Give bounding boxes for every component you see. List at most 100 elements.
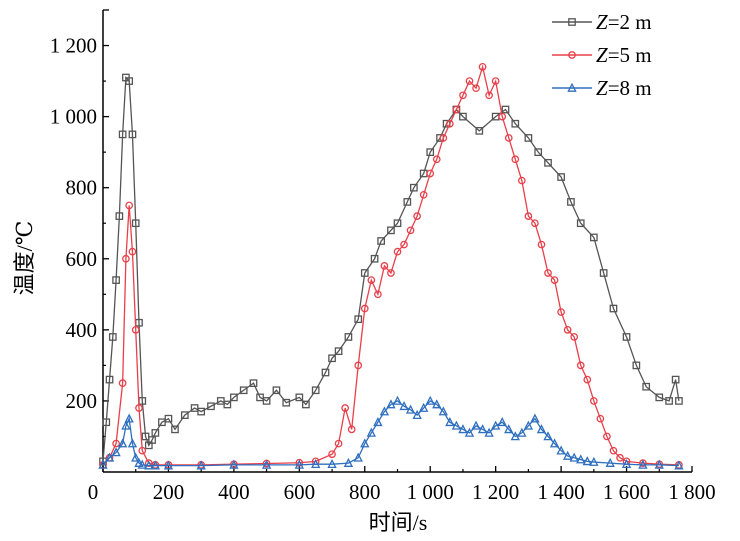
data-point (112, 276, 120, 284)
data-point (393, 247, 402, 256)
data-point (465, 77, 474, 85)
data-point (379, 406, 390, 416)
data-point (131, 219, 140, 228)
data-point (124, 413, 134, 423)
data-point (128, 247, 137, 256)
y-tick-label: 600 (66, 247, 98, 271)
data-point (576, 361, 585, 370)
legend-value: =5 m (608, 43, 652, 67)
data-point (459, 91, 467, 100)
data-point (163, 460, 174, 470)
data-point (557, 173, 565, 181)
data-point (472, 84, 480, 93)
data-point (311, 458, 321, 469)
data-point (406, 226, 415, 235)
data-point (523, 420, 534, 430)
series-line (102, 400, 679, 467)
data-point (230, 393, 238, 402)
data-point (354, 361, 363, 370)
data-point (102, 418, 111, 427)
data-point (510, 431, 520, 441)
data-point (354, 315, 363, 324)
data-point (504, 424, 514, 434)
x-tick-label: 1 200 (472, 480, 519, 504)
data-point (131, 325, 140, 334)
data-point (534, 148, 543, 157)
data-point (343, 457, 354, 467)
data-point (504, 134, 513, 142)
data-point (603, 432, 611, 441)
data-point (616, 453, 624, 462)
data-point (675, 397, 683, 405)
data-point (262, 397, 271, 405)
data-point (596, 414, 605, 423)
data-point (196, 460, 206, 470)
data-point (223, 400, 232, 409)
data-point (498, 112, 507, 121)
data-point (557, 308, 565, 316)
data-point (112, 439, 120, 448)
data-point (452, 105, 461, 114)
data-point (387, 269, 395, 277)
y-tick-label: 200 (66, 389, 98, 413)
data-point (311, 386, 320, 395)
data-point (327, 458, 337, 469)
legend-var: Z (596, 76, 608, 100)
data-point (295, 458, 304, 467)
data-point (471, 420, 481, 430)
data-point (459, 112, 467, 121)
data-point (412, 409, 422, 419)
x-tick-label: 200 (153, 480, 185, 504)
data-point (111, 447, 121, 457)
data-point (655, 393, 664, 402)
data-point (366, 427, 376, 437)
data-point (377, 237, 385, 245)
data-point (544, 158, 552, 167)
data-point (589, 233, 598, 242)
data-point (393, 219, 402, 228)
data-point (426, 148, 435, 157)
data-point (151, 429, 160, 437)
series-2 (99, 63, 683, 469)
data-point (360, 438, 370, 448)
legend-var: Z (596, 10, 608, 34)
data-point (570, 333, 579, 341)
data-point (125, 201, 134, 210)
data-point (105, 375, 114, 384)
x-ticks: 0 200 400 600 800 1 000 1 200 1 400 1 600 1 800 (88, 466, 716, 504)
data-point (576, 454, 586, 464)
data-point (374, 290, 382, 299)
data-point (665, 397, 673, 405)
data-point (549, 438, 560, 448)
legend-value: =8 m (608, 76, 652, 100)
data-point (432, 155, 441, 164)
legend-label: Z=8 m (596, 76, 652, 100)
data-point (115, 212, 124, 220)
data-point (128, 130, 137, 139)
data-point (321, 368, 330, 377)
legend-marker (567, 82, 577, 92)
data-point (638, 459, 648, 469)
legend-marker (568, 18, 576, 26)
data-point (544, 269, 552, 277)
data-point (180, 411, 189, 419)
data-point (344, 333, 353, 341)
data-point (419, 402, 429, 412)
data-point (360, 304, 369, 313)
data-point (438, 406, 448, 416)
x-tick-label: 600 (284, 480, 316, 504)
data-point (138, 446, 147, 455)
data-point (446, 119, 454, 128)
data-point (98, 459, 108, 469)
x-tick-label: 1 400 (537, 480, 584, 504)
series-line (102, 75, 680, 462)
data-point (104, 452, 115, 462)
data-point (171, 425, 179, 434)
data-point (334, 347, 343, 356)
data-point (328, 354, 336, 363)
series-3 (98, 395, 684, 470)
y-tick-label: 1 000 (50, 105, 97, 129)
data-point (282, 398, 291, 407)
series-layer (98, 63, 684, 470)
data-point (403, 198, 412, 206)
